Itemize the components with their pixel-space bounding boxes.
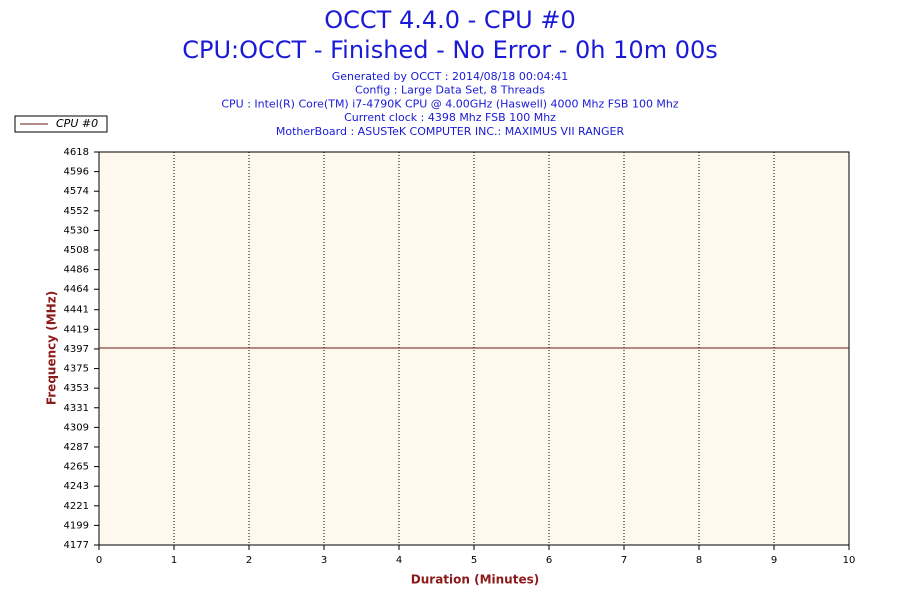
y-tick-label: 4375	[64, 364, 89, 375]
y-tick-label: 4530	[64, 225, 89, 236]
x-axis-label: Duration (Minutes)	[411, 573, 539, 587]
x-tick-label: 8	[696, 555, 702, 566]
y-tick-label: 4464	[64, 284, 89, 295]
info-line: Generated by OCCT : 2014/08/18 00:04:41	[332, 70, 569, 83]
info-line: CPU : Intel(R) Core(TM) i7-4790K CPU @ 4…	[221, 97, 679, 110]
x-tick-label: 5	[471, 555, 477, 566]
y-tick-label: 4397	[64, 344, 89, 355]
y-tick-label: 4486	[64, 265, 89, 276]
y-tick-label: 4309	[64, 422, 89, 433]
y-tick-label: 4243	[64, 481, 89, 492]
x-tick-label: 7	[621, 555, 627, 566]
y-tick-label: 4441	[64, 305, 89, 316]
y-tick-label: 4221	[64, 501, 89, 512]
y-tick-label: 4596	[64, 167, 89, 178]
x-tick-label: 1	[171, 555, 177, 566]
y-tick-label: 4199	[64, 520, 89, 531]
x-tick-label: 9	[771, 555, 777, 566]
x-tick-label: 2	[246, 555, 252, 566]
x-tick-label: 6	[546, 555, 552, 566]
x-tick-label: 0	[96, 555, 102, 566]
info-line: MotherBoard : ASUSTeK COMPUTER INC.: MAX…	[276, 125, 625, 138]
y-axis-label: Frequency (MHz)	[45, 291, 59, 405]
legend-box	[14, 115, 108, 133]
y-tick-label: 4265	[64, 462, 89, 473]
y-tick-label: 4618	[64, 147, 89, 158]
y-tick-label: 4331	[64, 403, 89, 414]
info-line: Current clock : 4398 Mhz FSB 100 Mhz	[344, 111, 556, 124]
info-line: Config : Large Data Set, 8 Threads	[355, 84, 545, 97]
chart-title: OCCT 4.4.0 - CPU #0	[324, 6, 575, 34]
y-tick-label: 4353	[64, 383, 89, 394]
y-tick-label: 4508	[64, 245, 89, 256]
y-tick-label: 4552	[64, 206, 89, 217]
y-tick-label: 4287	[64, 442, 89, 453]
y-tick-label: 4177	[64, 540, 89, 551]
chart-subtitle: CPU:OCCT - Finished - No Error - 0h 10m …	[182, 36, 718, 64]
x-tick-label: 10	[843, 555, 856, 566]
y-tick-label: 4419	[64, 324, 89, 335]
x-tick-label: 4	[396, 555, 402, 566]
legend-label: CPU #0	[56, 117, 98, 130]
y-tick-label: 4574	[64, 186, 89, 197]
x-tick-label: 3	[321, 555, 327, 566]
